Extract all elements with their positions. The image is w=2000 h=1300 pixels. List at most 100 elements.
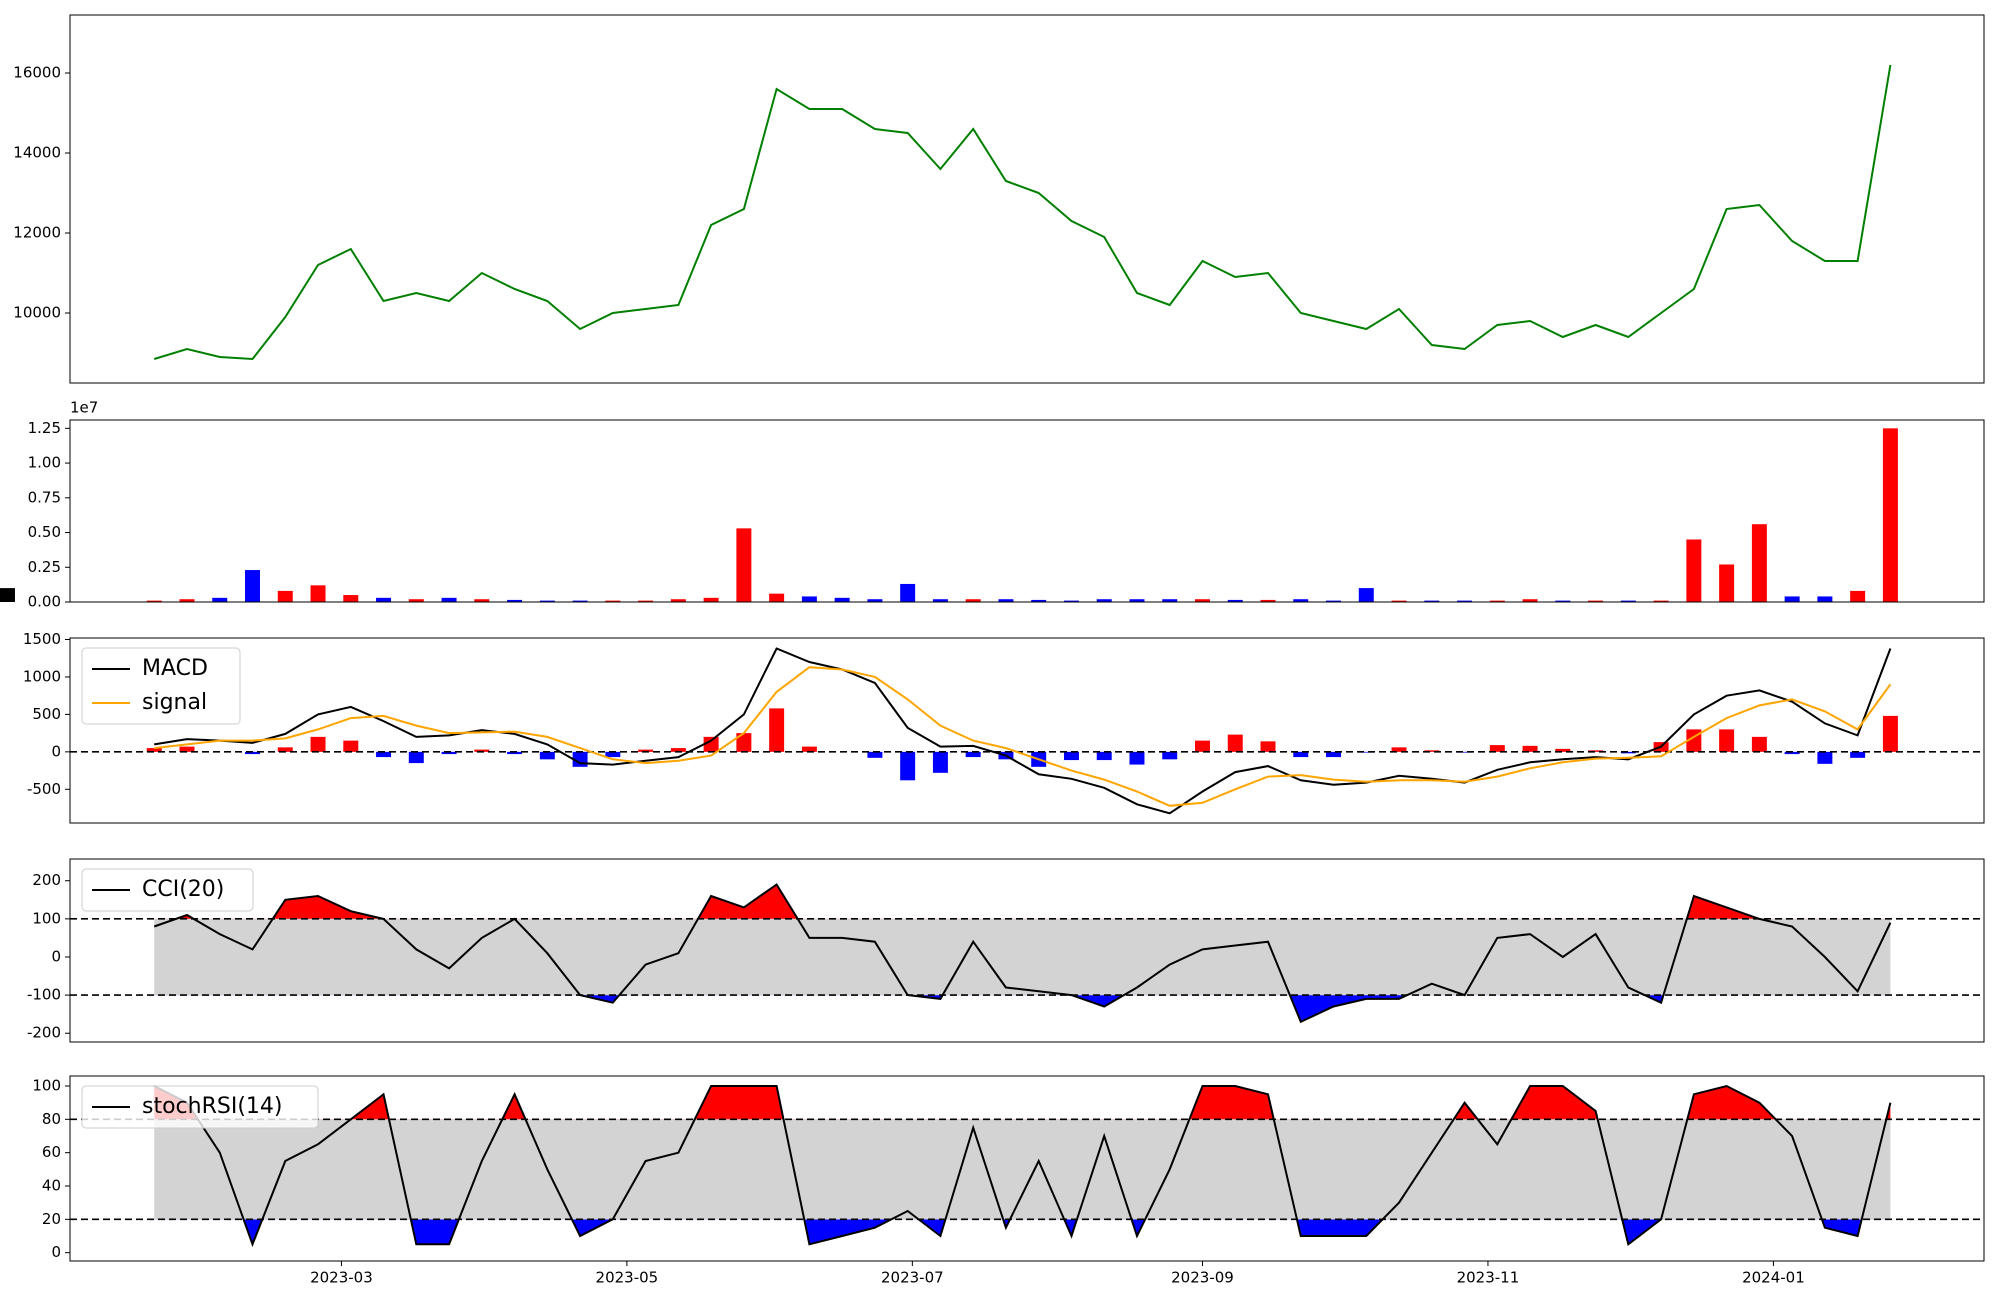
y-tick-label: -200 [27,1024,61,1042]
bar [769,593,785,602]
histogram-bar [1195,740,1210,752]
bar [834,597,850,602]
histogram-bar [146,748,162,752]
bar [310,585,326,602]
histogram-bar [1784,751,1800,755]
y-tick-label: 0.25 [28,558,61,576]
y-tick-label: 16000 [13,64,61,82]
threshold-band [154,1119,1891,1220]
line [153,883,1892,1024]
histogram-bar [900,751,916,781]
bar [1850,590,1866,602]
histogram-bar [408,751,424,764]
bar [408,599,424,602]
bar [0,588,15,602]
y-tick-label: -100 [27,986,61,1004]
bar [998,599,1014,602]
histogram-bar [1358,751,1374,753]
histogram-bar [1227,734,1243,752]
y-tick-label: 0 [51,1243,61,1261]
bar [638,600,654,602]
histogram-bar [1489,745,1505,752]
bar [1227,599,1243,602]
bar [1391,600,1407,602]
bar [1260,599,1276,602]
line [153,64,1892,361]
axis-offset-label: 1e7 [70,399,98,417]
y-tick-label: 100 [32,909,61,927]
x-tick-label: 2023-11 [1457,1269,1520,1287]
bar [1784,596,1800,602]
histogram-bar [1063,751,1079,761]
histogram-bar [1850,751,1866,758]
bar [1424,600,1440,602]
bar [474,599,490,602]
x-tick-label: 2023-09 [1171,1269,1234,1287]
histogram-bar [1522,745,1538,752]
bar [1686,539,1702,602]
y-tick-label: -500 [27,780,61,798]
y-tick-label: 100 [32,1077,61,1095]
y-tick-label: 0.75 [28,488,61,506]
histogram-bar [1162,751,1178,760]
bar [179,599,195,602]
bar [572,600,588,602]
histogram-bar [638,749,654,752]
bar [343,595,359,602]
histogram-bar [1457,751,1473,753]
legend-label: signal [142,690,207,715]
panel-frame [69,1075,1985,1262]
x-tick-label: 2023-07 [881,1269,944,1287]
legend-box [81,1085,319,1129]
histogram-bar [670,748,686,752]
y-tick-label: 20 [42,1210,61,1228]
bar [801,596,817,602]
bar [1195,599,1210,602]
panel-frame [69,419,1985,603]
y-tick-label: 0.50 [28,523,61,541]
bar [507,599,523,602]
histogram-bar [1129,751,1145,765]
line [154,647,1892,815]
bar [1555,600,1571,602]
bar [605,600,621,602]
histogram-bar [965,751,981,758]
bar [441,597,457,602]
histogram-bar [310,736,326,752]
y-tick-label: 500 [32,705,61,723]
histogram-bar [1751,736,1767,752]
bar [1129,599,1145,602]
legend-label: CCI(20) [142,877,224,902]
y-tick-label: 80 [42,1110,61,1128]
bar [277,590,293,602]
histogram-bar [605,751,621,758]
bar [1882,428,1898,602]
bar [1162,599,1178,602]
histogram-bar [507,751,523,755]
panel-frame [69,14,1985,384]
histogram-bar [1719,729,1735,752]
bar [900,583,916,602]
histogram-bar [441,751,457,755]
histogram-bar [179,746,195,752]
histogram-bar [1391,747,1407,752]
bar [1326,600,1342,602]
histogram-bar [1260,741,1276,752]
legend-box [81,647,241,725]
bar [1457,600,1473,602]
histogram-bar [1096,751,1112,761]
bar [245,570,260,602]
bar [1358,588,1374,602]
histogram-bar [1293,751,1309,758]
histogram-bar [1817,751,1833,764]
bar [932,599,948,602]
y-tick-label: 0.00 [28,593,61,611]
histogram-bar [1326,751,1342,758]
histogram-bar [867,751,883,758]
bar [1653,600,1669,602]
legend-label: stochRSI(14) [142,1094,283,1119]
histogram-bar [343,740,359,752]
y-tick-label: 0 [51,742,61,760]
y-tick-label: 60 [42,1143,61,1161]
